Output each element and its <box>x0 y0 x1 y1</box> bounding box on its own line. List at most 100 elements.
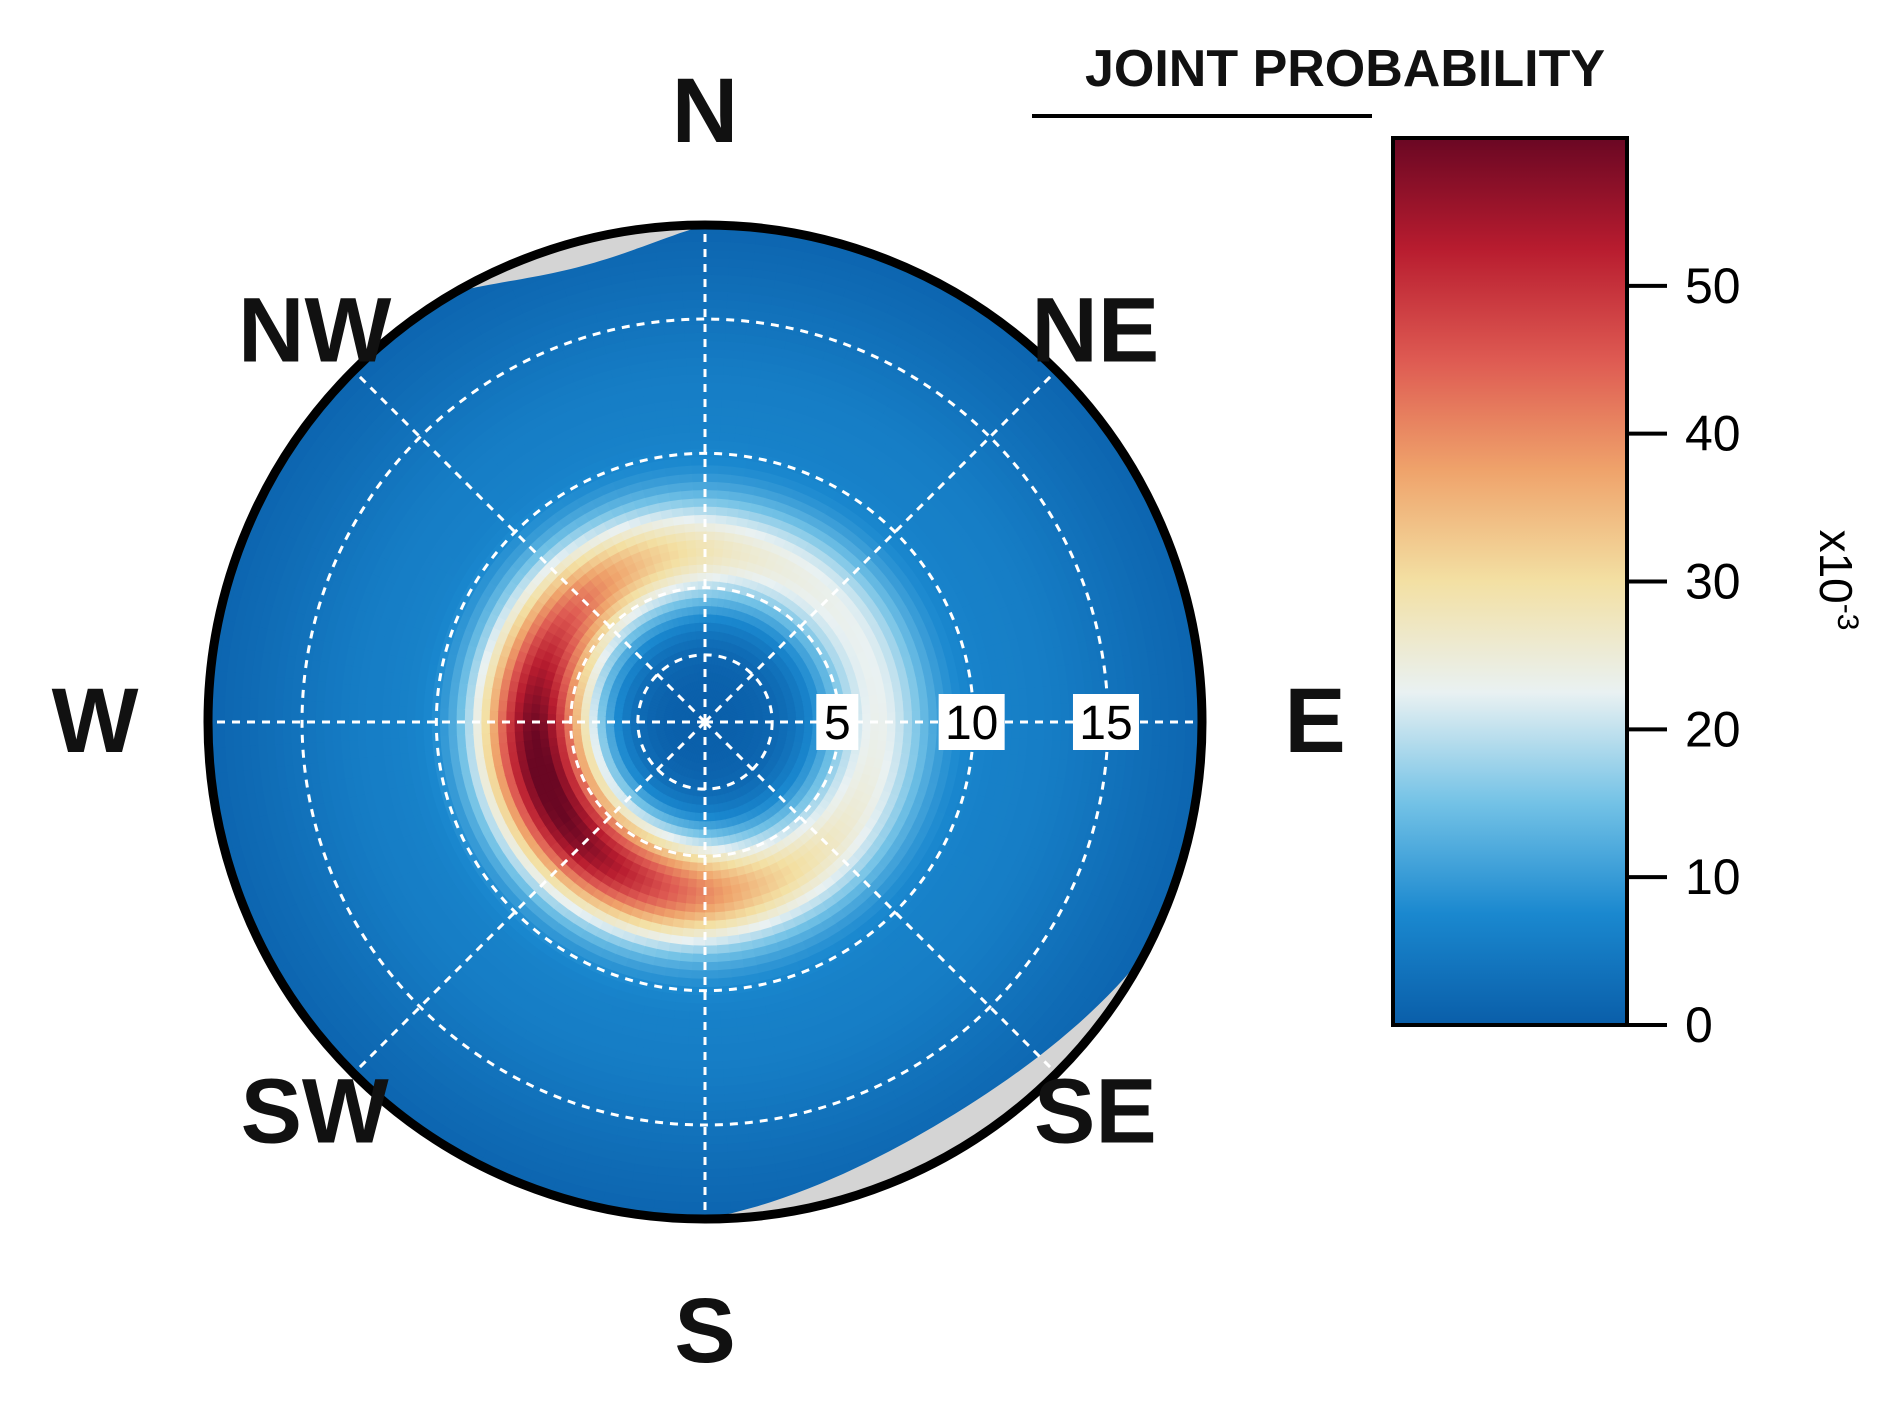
heat-cell <box>822 350 848 368</box>
heat-cell <box>705 231 735 243</box>
heat-cell <box>873 334 901 355</box>
heat-cell <box>980 439 1004 464</box>
heat-cell <box>717 664 724 675</box>
heat-cell <box>1003 416 1029 442</box>
heat-cell <box>876 327 904 347</box>
heat-cell <box>736 665 746 676</box>
heat-cell <box>843 287 872 306</box>
heat-cell <box>838 365 863 383</box>
heat-cell <box>833 425 855 443</box>
heat-cell <box>705 356 727 367</box>
heat-cell <box>705 430 723 441</box>
heat-cell <box>801 352 826 369</box>
heat-cell <box>957 324 986 349</box>
heat-cell <box>825 342 851 360</box>
heat-cell <box>890 297 920 318</box>
heat-cell <box>935 359 962 382</box>
heat-cell <box>792 384 816 400</box>
heat-cell <box>730 634 739 645</box>
heat-cell <box>715 672 722 683</box>
heat-cell <box>878 412 902 432</box>
heat-cell <box>707 696 711 706</box>
heat-cell <box>840 295 869 314</box>
heat-cell <box>825 264 855 282</box>
heat-cell <box>705 455 721 466</box>
heat-cell <box>856 318 884 338</box>
heat-cell <box>855 418 878 437</box>
heat-cell <box>998 388 1025 414</box>
heat-cell <box>792 444 812 460</box>
heat-cell <box>960 399 986 423</box>
heat-cell <box>784 339 809 355</box>
heat-cell <box>822 272 852 290</box>
heat-cell <box>707 704 712 715</box>
heat-cell <box>797 368 821 385</box>
heat-cell <box>715 647 722 658</box>
heat-cell <box>908 463 930 484</box>
heat-cell <box>729 557 741 569</box>
heat-cell <box>876 449 898 469</box>
heat-cell <box>781 476 800 491</box>
heat-cell <box>805 450 826 466</box>
heat-cell <box>794 437 815 453</box>
heat-cell <box>930 366 957 389</box>
heat-cell <box>710 604 719 615</box>
heat-cell <box>784 468 803 483</box>
heat-cell <box>962 457 985 481</box>
heat-cell <box>972 345 1001 370</box>
heat-cell <box>735 645 744 656</box>
heat-cell <box>853 326 881 345</box>
heat-cell <box>932 319 962 342</box>
heat-cell <box>706 695 710 706</box>
heat-cell <box>948 443 972 467</box>
heat-cell <box>950 411 975 435</box>
heat-cell <box>804 405 827 422</box>
heat-cell <box>778 246 809 261</box>
heat-cell <box>867 463 888 482</box>
heat-cell <box>929 437 952 459</box>
heat-cell <box>844 349 870 368</box>
heat-cell <box>965 392 991 417</box>
heat-cell <box>741 682 752 691</box>
heat-cell <box>788 496 805 511</box>
heat-cell <box>725 514 740 526</box>
heat-cell <box>710 613 718 624</box>
heat-cell <box>709 706 715 716</box>
heat-cell <box>705 339 728 350</box>
heat-cell <box>724 522 738 535</box>
heat-cell <box>786 408 808 424</box>
heat-cell <box>710 697 716 707</box>
heat-cell <box>716 497 731 508</box>
heat-cell <box>799 360 824 377</box>
heat-cell <box>709 706 716 716</box>
heat-cell <box>890 459 911 479</box>
heat-cell <box>711 588 720 599</box>
heat-cell <box>708 696 712 707</box>
heat-cell <box>705 497 719 508</box>
heat-cell <box>794 481 812 496</box>
heat-cell <box>732 672 741 682</box>
heat-cell <box>789 452 809 468</box>
heat-cell <box>900 329 928 351</box>
heat-cell <box>835 372 860 391</box>
heat-cell <box>996 354 1025 380</box>
heat-cell <box>705 521 717 532</box>
heat-cell <box>705 273 732 284</box>
heat-cell <box>705 563 715 574</box>
heat-cell <box>705 364 727 375</box>
heat-cell <box>862 403 886 422</box>
heat-cell <box>705 488 719 499</box>
heat-cell <box>777 254 807 269</box>
heat-cell <box>721 684 729 695</box>
heat-cell <box>859 410 882 430</box>
heat-cell <box>924 333 952 356</box>
heat-cell <box>709 696 714 707</box>
heat-cell <box>981 373 1008 398</box>
heat-cell <box>812 312 839 330</box>
heat-cell <box>782 347 807 363</box>
heat-cell <box>705 704 708 714</box>
heat-cell <box>789 315 816 331</box>
heat-cell <box>716 682 723 692</box>
heat-cell <box>705 248 734 259</box>
heat-cell <box>967 352 996 377</box>
